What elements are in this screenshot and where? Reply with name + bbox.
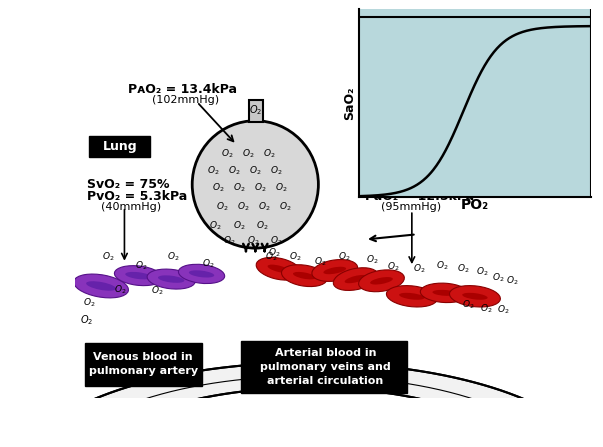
Text: $O_2$: $O_2$ [412,262,425,275]
Ellipse shape [86,281,116,291]
Text: $O_2$: $O_2$ [506,274,519,287]
Text: $O_2$: $O_2$ [80,313,93,327]
Ellipse shape [449,286,500,307]
Text: $O_2$: $O_2$ [207,164,219,177]
Polygon shape [28,363,590,447]
Text: $O_2$: $O_2$ [275,181,287,194]
Text: $O_2$: $O_2$ [387,261,399,273]
Text: $O_2$: $O_2$ [497,304,509,316]
Ellipse shape [359,270,405,292]
Text: $O_2$: $O_2$ [249,104,262,117]
Text: SvO₂ = 75%: SvO₂ = 75% [87,178,169,191]
Ellipse shape [312,260,358,282]
Text: $O_2$: $O_2$ [462,299,474,311]
Text: $O_2$: $O_2$ [228,164,241,177]
Text: $O_2$: $O_2$ [247,235,259,248]
X-axis label: PO₂: PO₂ [461,198,489,212]
FancyBboxPatch shape [84,343,201,386]
Text: $O_2$: $O_2$ [270,235,283,248]
Text: $O_2$: $O_2$ [263,147,276,160]
Ellipse shape [432,290,456,296]
Ellipse shape [293,272,316,279]
Text: $O_2$: $O_2$ [83,297,96,309]
Ellipse shape [282,265,327,287]
Text: $O_2$: $O_2$ [265,250,278,263]
Y-axis label: SaO₂: SaO₂ [343,86,356,119]
Text: PaO₂ = 12.5kPa: PaO₂ = 12.5kPa [365,190,474,203]
Text: $O_2$: $O_2$ [436,259,449,272]
Ellipse shape [74,274,128,298]
Ellipse shape [323,267,346,274]
Text: $O_2$: $O_2$ [249,164,262,177]
Text: $O_2$: $O_2$ [254,181,266,194]
FancyBboxPatch shape [249,100,263,122]
Ellipse shape [115,266,162,286]
Text: $O_2$: $O_2$ [270,164,283,177]
Text: $O_2$: $O_2$ [366,254,378,266]
Text: $O_2$: $O_2$ [102,250,115,263]
Text: $O_2$: $O_2$ [134,259,147,272]
Ellipse shape [125,272,151,279]
Ellipse shape [268,265,289,273]
Text: (40mmHg): (40mmHg) [101,202,161,212]
Text: $O_2$: $O_2$ [233,181,245,194]
Text: $O_2$: $O_2$ [238,201,250,213]
Text: $O_2$: $O_2$ [233,219,245,232]
Text: $O_2$: $O_2$ [259,201,271,213]
Text: $O_2$: $O_2$ [289,250,302,263]
Text: $O_2$: $O_2$ [203,257,215,270]
Ellipse shape [192,121,318,248]
Text: $O_2$: $O_2$ [268,246,280,259]
FancyBboxPatch shape [241,341,407,392]
Ellipse shape [147,269,195,289]
Text: $O_2$: $O_2$ [151,285,163,297]
Text: $O_2$: $O_2$ [279,201,292,213]
Text: (95mmHg): (95mmHg) [382,202,441,212]
Text: $O_2$: $O_2$ [315,256,327,268]
Text: $O_2$: $O_2$ [492,271,505,283]
Text: PᴀO₂ = 13.4kPa: PᴀO₂ = 13.4kPa [128,83,238,96]
Ellipse shape [387,286,437,307]
Text: $O_2$: $O_2$ [113,283,126,295]
Ellipse shape [399,293,425,300]
Text: PvO₂ = 5.3kPa: PvO₂ = 5.3kPa [87,190,188,203]
Text: Venous blood in
pulmonary artery: Venous blood in pulmonary artery [89,352,198,376]
Ellipse shape [345,275,367,283]
Text: SpO₂ = 97%: SpO₂ = 97% [365,178,448,191]
Text: $O_2$: $O_2$ [167,250,180,263]
Text: (102mmHg): (102mmHg) [151,95,219,105]
Text: $O_2$: $O_2$ [209,219,222,232]
Text: $O_2$: $O_2$ [481,302,493,315]
Text: $O_2$: $O_2$ [223,235,236,248]
Ellipse shape [333,268,378,291]
Text: $O_2$: $O_2$ [338,250,350,263]
Text: Arterial blood in
pulmonary veins and
arterial circulation: Arterial blood in pulmonary veins and ar… [260,348,391,386]
Ellipse shape [178,264,225,283]
Ellipse shape [158,275,185,283]
Text: $O_2$: $O_2$ [216,201,229,213]
Ellipse shape [463,293,488,300]
Text: $O_2$: $O_2$ [476,266,488,278]
Text: $O_2$: $O_2$ [212,181,224,194]
Text: $O_2$: $O_2$ [457,262,470,275]
Text: $O_2$: $O_2$ [221,147,233,160]
Ellipse shape [256,257,301,280]
Text: Lung: Lung [103,140,137,153]
Ellipse shape [189,270,214,278]
Text: $O_2$: $O_2$ [242,147,254,160]
Ellipse shape [420,283,469,303]
Ellipse shape [370,277,393,285]
Text: $O_2$: $O_2$ [256,219,268,232]
FancyBboxPatch shape [89,136,150,157]
